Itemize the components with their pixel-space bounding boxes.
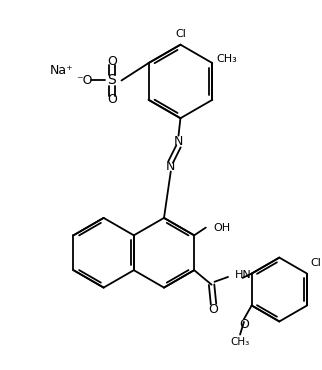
Text: O: O — [107, 55, 117, 68]
Text: O: O — [107, 93, 117, 106]
Text: Cl: Cl — [175, 29, 186, 39]
Text: O: O — [209, 303, 218, 316]
Text: N: N — [174, 135, 183, 148]
Text: O: O — [239, 318, 249, 332]
Text: Na⁺: Na⁺ — [50, 64, 73, 77]
Text: CH₃: CH₃ — [216, 54, 237, 64]
Text: Cl: Cl — [310, 258, 321, 268]
Text: HN: HN — [235, 270, 251, 280]
Text: ⁻O: ⁻O — [76, 74, 93, 87]
Text: CH₃: CH₃ — [231, 337, 250, 347]
Text: N: N — [166, 160, 175, 173]
Text: OH: OH — [213, 223, 231, 233]
Text: S: S — [108, 74, 116, 87]
